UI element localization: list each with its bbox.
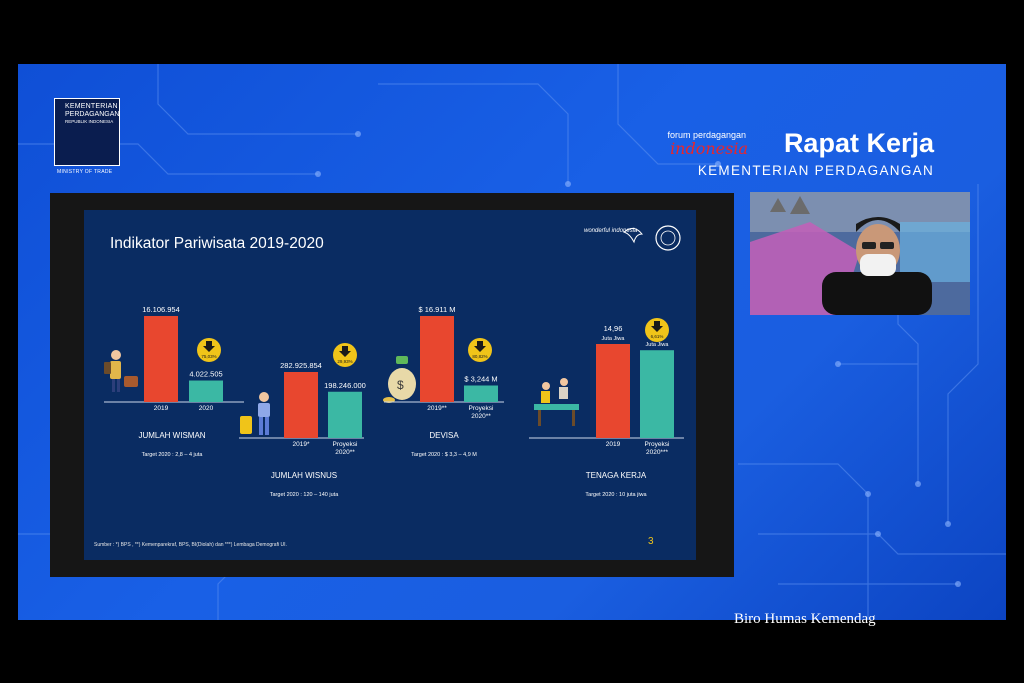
- chart-bar: [464, 385, 498, 402]
- chart-bar: [420, 316, 454, 402]
- logo-line-3: REPUBLIK INDONESIA: [65, 119, 114, 124]
- chart-bar: [328, 391, 362, 438]
- category-label: 2019: [606, 441, 621, 448]
- category-label: Proyeksi: [645, 441, 670, 448]
- chart-title: JUMLAH WISNUS: [271, 471, 337, 480]
- slide-canvas: Indikator Pariwisata 2019-2020 wonderful…: [84, 210, 696, 560]
- change-percent: 80,82%: [472, 354, 487, 359]
- down-arrow-icon: [651, 321, 663, 332]
- category-label: Proyeksi: [333, 441, 358, 448]
- page-number: 3: [648, 536, 654, 547]
- chart-bar: [640, 350, 674, 438]
- data-label-unit: Juta Jiwa: [602, 336, 626, 342]
- event-title: Rapat Kerja: [783, 128, 934, 158]
- category-label: 2020**: [471, 413, 491, 420]
- category-label: 2020: [199, 405, 214, 412]
- chart-bar: [284, 372, 318, 438]
- event-subtitle: KEMENTERIAN PERDAGANGAN: [697, 163, 934, 178]
- category-label: 2019*: [293, 441, 310, 448]
- charts-layer: 16.106.954 2019 4.022.505 2020 75,03% JUMLAH …: [104, 305, 684, 498]
- logo-line-1: KEMENTERIAN: [65, 103, 118, 110]
- chart-bar: [189, 380, 223, 402]
- data-label: 4.022.505: [189, 370, 222, 379]
- chart-target: Target 2020 : 10 juta jiwa: [585, 492, 647, 498]
- data-label-unit: Juta Jiwa: [646, 342, 670, 348]
- down-arrow-icon: [339, 346, 351, 357]
- speaker-figure: [822, 217, 932, 315]
- workers-at-table-icon: [534, 378, 579, 426]
- photo-credit: Biro Humas Kemendag: [734, 611, 876, 627]
- chart-bar: [596, 344, 630, 438]
- shared-screen: Indikator Pariwisata 2019-2020 wonderful…: [50, 193, 734, 577]
- chart-target: Target 2020 : 120 – 140 juta: [270, 492, 339, 498]
- ministry-emblem-icon: [655, 225, 681, 251]
- change-percent: 29,93%: [337, 359, 352, 364]
- data-label: 14,96: [604, 324, 623, 333]
- source-note: Sumber : *) BPS , **) Kemenparekraf, BPS…: [94, 542, 287, 548]
- category-label: 2019**: [427, 405, 447, 412]
- wonderful-indonesia-bird-icon: [622, 228, 644, 244]
- forum-brand: indonesia: [670, 139, 748, 158]
- data-label: 16.106.954: [142, 305, 180, 314]
- data-label: 198.246.000: [324, 381, 366, 390]
- data-label: 282.925.854: [280, 361, 322, 370]
- traveler-with-luggage-icon: [240, 392, 270, 435]
- ministry-logo: KEMENTERIAN PERDAGANGAN REPUBLIK INDONES…: [54, 98, 120, 175]
- change-percent: 75,03%: [201, 354, 216, 359]
- chart-title: TENAGA KERJA: [586, 471, 647, 480]
- presentation-slide: Indikator Pariwisata 2019-2020 wonderful…: [84, 210, 696, 560]
- data-label: $ 3,244 M: [464, 375, 497, 384]
- down-arrow-icon: [203, 341, 215, 352]
- svg-text:$: $: [397, 378, 404, 392]
- speaker-video-feed: [750, 192, 970, 315]
- slide-title: Indikator Pariwisata 2019-2020: [110, 235, 324, 252]
- category-label: 2020***: [646, 449, 669, 456]
- logo-line-4: MINISTRY OF TRADE: [57, 169, 113, 175]
- video-frame: [750, 192, 970, 315]
- data-label: $ 16.911 M: [419, 305, 456, 314]
- category-label: 2020**: [335, 449, 355, 456]
- chart-target: Target 2020 : $ 3,3 – 4,9 M: [411, 452, 477, 458]
- category-label: 2019: [154, 405, 169, 412]
- chart-bar: [144, 316, 178, 402]
- chart-target: Target 2020 : 2,8 – 4 juta: [142, 452, 204, 458]
- tourist-with-suitcase-icon: [104, 350, 138, 392]
- change-percent: 6,61%: [651, 334, 664, 339]
- brand-text: wonderful indonesia: [584, 228, 638, 234]
- category-label: Proyeksi: [469, 405, 494, 412]
- logo-line-2: PERDAGANGAN: [65, 111, 120, 118]
- event-branding: forum perdagangan indonesia Rapat Kerja …: [667, 97, 970, 178]
- chart-title: JUMLAH WISMAN: [138, 431, 205, 440]
- conference-background: KEMENTERIAN PERDAGANGAN REPUBLIK INDONES…: [18, 64, 1006, 620]
- forum-text: forum perdagangan: [667, 130, 746, 140]
- down-arrow-icon: [474, 341, 486, 352]
- chart-title: DEVISA: [429, 431, 459, 440]
